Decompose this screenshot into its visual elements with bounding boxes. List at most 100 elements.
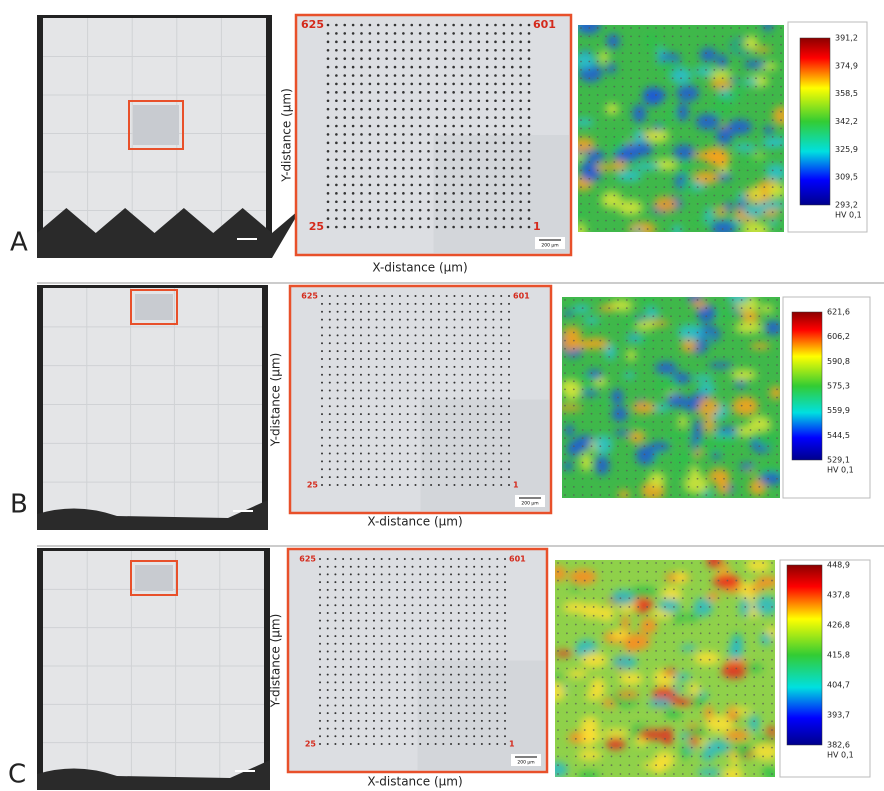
heat-point: [617, 323, 619, 325]
indent: [481, 728, 483, 730]
heat-blob: [684, 475, 709, 493]
heat-point: [680, 44, 682, 46]
heat-point: [628, 747, 630, 749]
heat-point: [566, 668, 568, 670]
indent: [337, 476, 339, 478]
indent: [469, 413, 471, 415]
heat-point: [763, 211, 765, 213]
indent: [352, 334, 354, 336]
indent: [422, 405, 424, 407]
heat-point: [691, 773, 693, 775]
heat-point: [647, 111, 649, 113]
heat-blob: [727, 119, 752, 135]
heat-point: [713, 144, 715, 146]
indent: [329, 476, 331, 478]
indent: [477, 217, 480, 220]
indent: [358, 735, 360, 737]
heat-blob: [595, 455, 610, 475]
indent: [430, 468, 432, 470]
heat-point: [723, 470, 725, 472]
indent: [350, 666, 352, 668]
indent: [419, 167, 422, 170]
heat-point: [753, 562, 755, 564]
indent: [481, 651, 483, 653]
indent: [438, 397, 440, 399]
indent: [419, 681, 421, 683]
indent: [469, 374, 471, 376]
indent: [368, 311, 370, 313]
heat-point: [588, 27, 590, 29]
heat-point: [776, 364, 778, 366]
indent: [436, 125, 439, 128]
heat-point: [613, 119, 615, 121]
heat-point: [597, 44, 599, 46]
heat-point: [747, 27, 749, 29]
heat-point: [599, 405, 601, 407]
indent: [352, 108, 355, 111]
indent: [511, 150, 514, 153]
indent: [461, 374, 463, 376]
colorbar-tick-label: 621,6: [827, 308, 850, 317]
indent: [383, 350, 385, 352]
indent: [485, 413, 487, 415]
indent: [492, 413, 494, 415]
heat-point: [635, 299, 637, 301]
indent: [496, 581, 498, 583]
indent: [465, 573, 467, 575]
heat-blob: [743, 204, 765, 218]
indent: [528, 167, 531, 170]
heat-blob: [694, 170, 720, 184]
indent: [419, 150, 422, 153]
heat-point: [714, 340, 716, 342]
heat-point: [566, 571, 568, 573]
heat-point: [622, 153, 624, 155]
indent: [469, 99, 472, 102]
indent: [528, 184, 531, 187]
heat-point: [747, 119, 749, 121]
indent: [492, 390, 494, 392]
heat-point: [722, 144, 724, 146]
heat-point: [611, 738, 613, 740]
heat-point: [588, 61, 590, 63]
indent: [477, 460, 479, 462]
heat-point: [722, 153, 724, 155]
indent: [383, 429, 385, 431]
heat-point: [727, 729, 729, 731]
indent: [369, 192, 372, 195]
heat-point: [611, 756, 613, 758]
indent: [329, 413, 331, 415]
heat-point: [591, 340, 593, 342]
indent: [504, 712, 506, 714]
heat-point: [718, 729, 720, 731]
indent: [319, 728, 321, 730]
heat-point: [771, 562, 773, 564]
indent: [465, 604, 467, 606]
heat-point: [584, 668, 586, 670]
heat-point: [730, 128, 732, 130]
indent: [461, 167, 464, 170]
heat-point: [584, 659, 586, 661]
heat-point: [691, 650, 693, 652]
indent: [469, 158, 472, 161]
indent: [335, 142, 338, 145]
indent: [469, 91, 472, 94]
indent: [377, 66, 380, 69]
heat-point: [655, 119, 657, 121]
heat-point: [691, 597, 693, 599]
indent: [337, 413, 339, 415]
heat-point: [722, 161, 724, 163]
indent: [436, 209, 439, 212]
heat-point: [735, 694, 737, 696]
indent: [473, 658, 475, 660]
heat-point: [700, 676, 702, 678]
heat-point: [664, 694, 666, 696]
heat-point: [591, 372, 593, 374]
indent: [452, 142, 455, 145]
indent: [427, 217, 430, 220]
heat-point: [758, 470, 760, 472]
indent: [419, 735, 421, 737]
heat-point: [705, 470, 707, 472]
heat-point: [613, 144, 615, 146]
heat-point: [646, 562, 648, 564]
heat-point: [672, 169, 674, 171]
